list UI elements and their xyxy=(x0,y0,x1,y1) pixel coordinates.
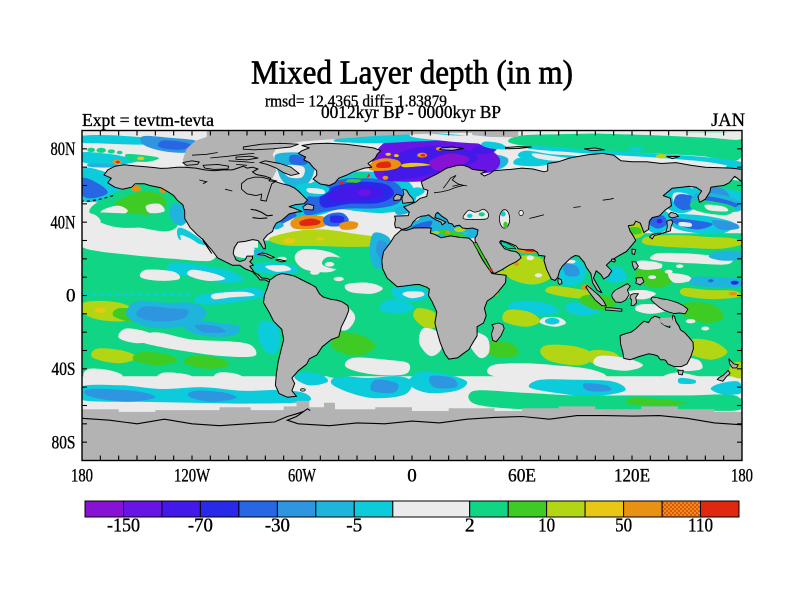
svg-text:2: 2 xyxy=(465,516,475,537)
svg-text:JAN: JAN xyxy=(711,111,745,131)
svg-text:40S: 40S xyxy=(52,359,76,380)
svg-text:180: 180 xyxy=(731,466,753,487)
svg-text:-70: -70 xyxy=(188,516,213,537)
svg-text:0: 0 xyxy=(66,286,76,307)
svg-text:10: 10 xyxy=(538,516,555,537)
svg-text:40N: 40N xyxy=(51,212,76,233)
svg-text:120W: 120W xyxy=(174,466,210,487)
svg-text:60E: 60E xyxy=(508,466,536,487)
svg-text:80S: 80S xyxy=(52,432,76,453)
svg-text:60W: 60W xyxy=(288,466,316,487)
svg-text:110: 110 xyxy=(688,516,713,537)
svg-text:rmsd= 12.4365 diff= 1.83879: rmsd= 12.4365 diff= 1.83879 xyxy=(265,92,447,111)
svg-text:0012kyr BP - 0000kyr BP: 0012kyr BP - 0000kyr BP xyxy=(321,102,501,122)
svg-text:180: 180 xyxy=(71,466,93,487)
svg-text:0: 0 xyxy=(407,466,417,487)
svg-text:-150: -150 xyxy=(107,516,140,537)
svg-text:120E: 120E xyxy=(614,466,650,487)
svg-text:50: 50 xyxy=(615,516,632,537)
svg-text:80N: 80N xyxy=(51,139,76,160)
svg-text:-30: -30 xyxy=(265,516,290,537)
svg-text:Mixed Layer depth (in m): Mixed Layer depth (in m) xyxy=(251,55,573,92)
svg-text:Expt = tevtm-tevta: Expt = tevtm-tevta xyxy=(82,110,214,130)
svg-text:-5: -5 xyxy=(346,516,362,537)
